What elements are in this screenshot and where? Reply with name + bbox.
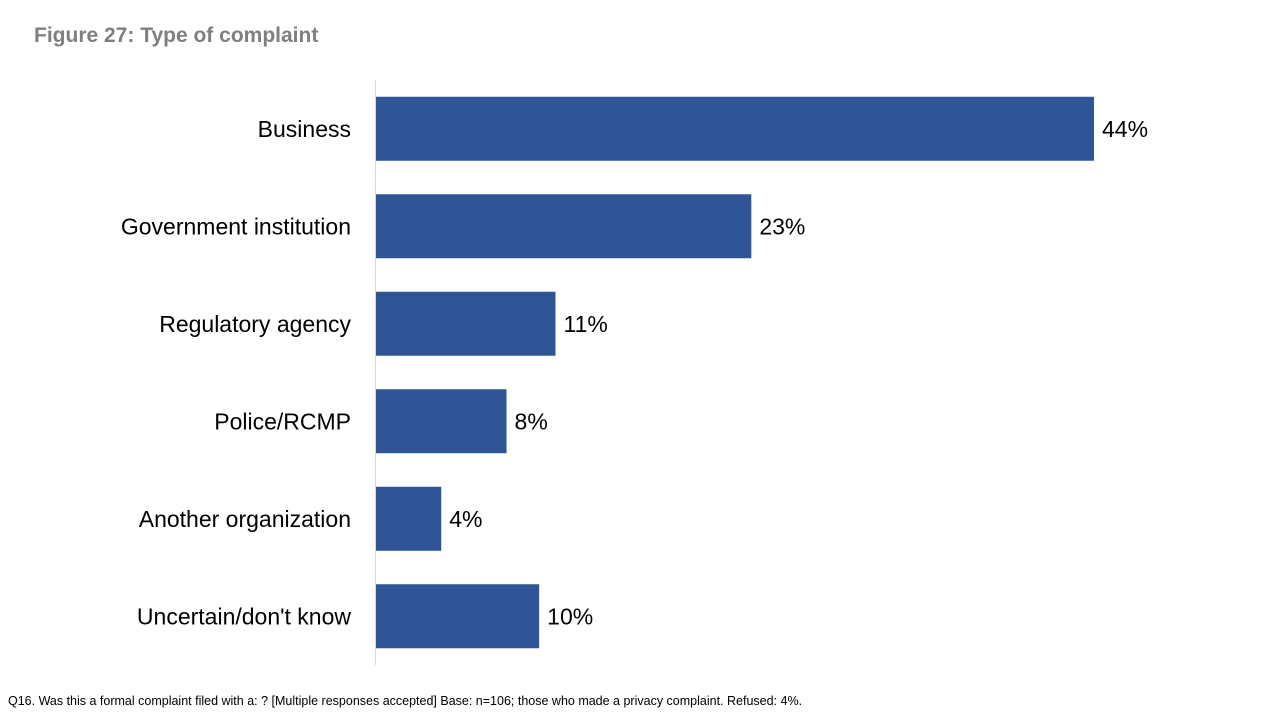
bar-1 (376, 194, 752, 259)
footnote: Q16. Was this a formal complaint filed w… (8, 694, 803, 708)
value-label-1: 23% (759, 213, 805, 239)
value-label-5: 10% (547, 603, 593, 629)
bars-layer (376, 96, 1094, 649)
value-label-0: 44% (1102, 116, 1148, 142)
value-label-3: 8% (515, 408, 548, 434)
category-label-0: Business (258, 116, 351, 142)
category-label-3: Police/RCMP (214, 408, 351, 434)
bar-3 (376, 389, 507, 454)
category-labels: Business Government institution Regulatory… (121, 116, 352, 630)
category-label-5: Uncertain/don't know (137, 603, 351, 629)
value-label-4: 4% (449, 506, 482, 532)
bar-0 (376, 96, 1094, 161)
value-label-2: 11% (564, 311, 608, 337)
chart-title: Figure 27: Type of complaint (34, 24, 319, 47)
bar-4 (376, 486, 442, 551)
value-labels: 44% 23% 11% 8% 4% 10% (449, 116, 1148, 630)
category-label-2: Regulatory agency (159, 311, 351, 337)
category-label-4: Another organization (139, 506, 351, 532)
bar-5 (376, 584, 540, 649)
bar-2 (376, 291, 556, 356)
bar-chart: Business Government institution Regulatory… (121, 80, 1148, 665)
category-label-1: Government institution (121, 213, 351, 239)
